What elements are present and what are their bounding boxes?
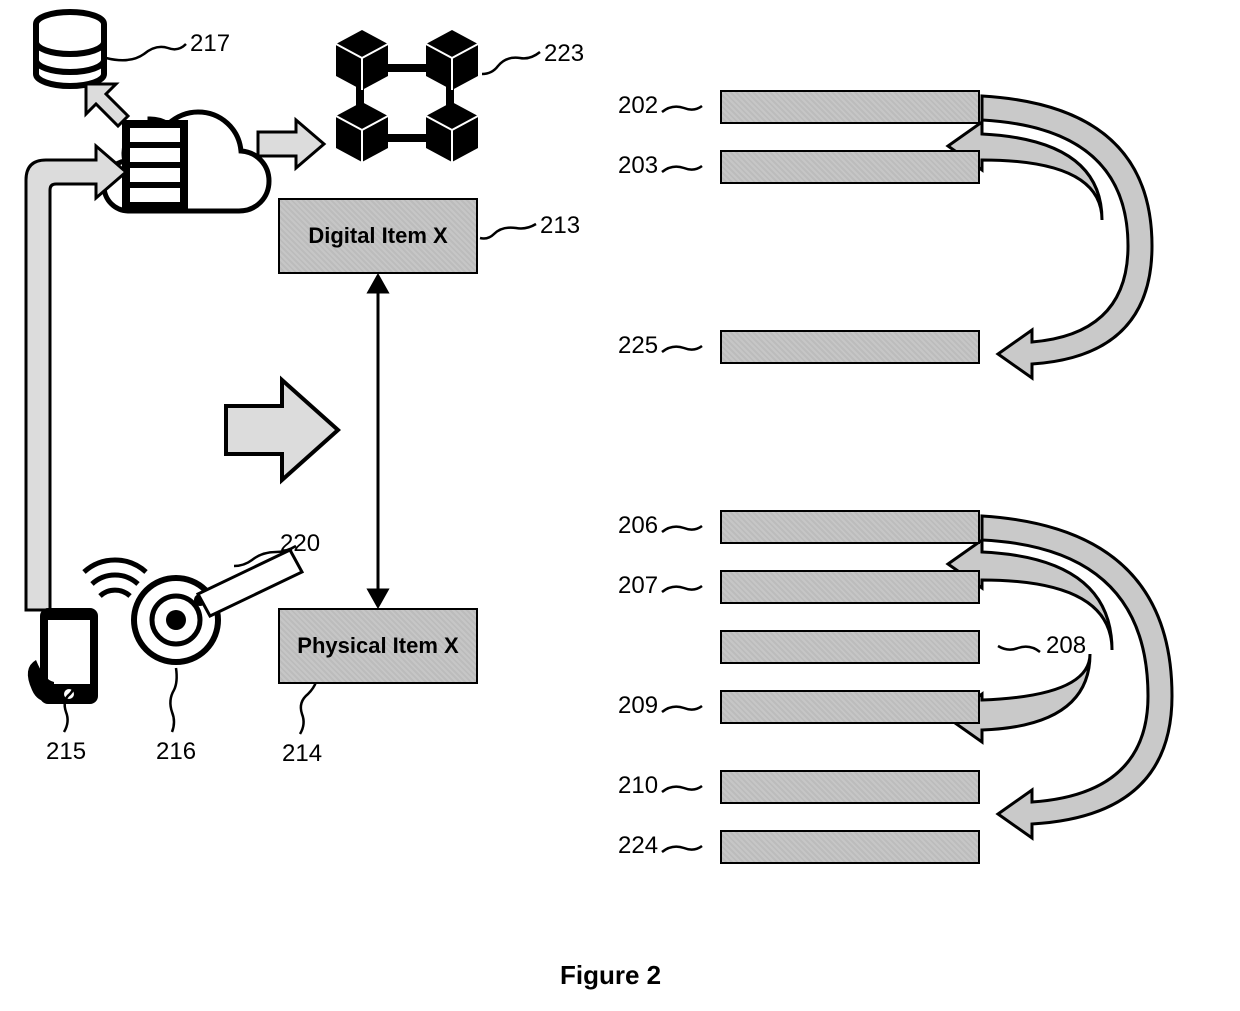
digital-item-box: Digital Item X <box>278 198 478 274</box>
big-arrow-right <box>226 380 338 480</box>
digital-item-text: Digital Item X <box>308 224 447 248</box>
slot-209 <box>720 690 980 724</box>
reader-icon <box>134 578 218 662</box>
double-arrow-vertical <box>369 276 387 606</box>
label-203: 203 <box>618 152 658 180</box>
label-225: 225 <box>618 332 658 360</box>
slot-210 <box>720 770 980 804</box>
label-208: 208 <box>1046 632 1086 660</box>
physical-item-text: Physical Item X <box>297 634 458 658</box>
label-217: 217 <box>190 30 230 58</box>
cloud-icon <box>104 112 269 211</box>
label-216: 216 <box>156 738 196 766</box>
wireless-icon <box>84 560 146 596</box>
figure-title: Figure 2 <box>560 960 661 991</box>
slot-202 <box>720 90 980 124</box>
arrow-server-to-blockchain <box>258 120 324 168</box>
database-icon <box>36 12 104 86</box>
blockchain-icon <box>336 30 478 162</box>
label-209: 209 <box>618 692 658 720</box>
server-icon <box>122 120 188 212</box>
pipe-arrow-phone-to-server <box>26 146 126 610</box>
label-206: 206 <box>618 512 658 540</box>
label-210: 210 <box>618 772 658 800</box>
curved-arrows-bottom <box>948 516 1172 838</box>
slot-225 <box>720 330 980 364</box>
label-207: 207 <box>618 572 658 600</box>
physical-item-box: Physical Item X <box>278 608 478 684</box>
label-214: 214 <box>282 740 322 768</box>
slot-207 <box>720 570 980 604</box>
slot-206 <box>720 510 980 544</box>
label-202: 202 <box>618 92 658 120</box>
arrow-server-to-db <box>86 84 128 126</box>
diagram-canvas: Digital Item X Physical Item X 217 223 2… <box>0 0 1240 1011</box>
tag-pointer <box>198 550 302 616</box>
phone-icon <box>28 608 98 704</box>
label-213: 213 <box>540 212 580 240</box>
label-223: 223 <box>544 40 584 68</box>
slot-203 <box>720 150 980 184</box>
slot-224 <box>720 830 980 864</box>
label-215: 215 <box>46 738 86 766</box>
slot-208 <box>720 630 980 664</box>
label-220: 220 <box>280 530 320 558</box>
label-224: 224 <box>618 832 658 860</box>
